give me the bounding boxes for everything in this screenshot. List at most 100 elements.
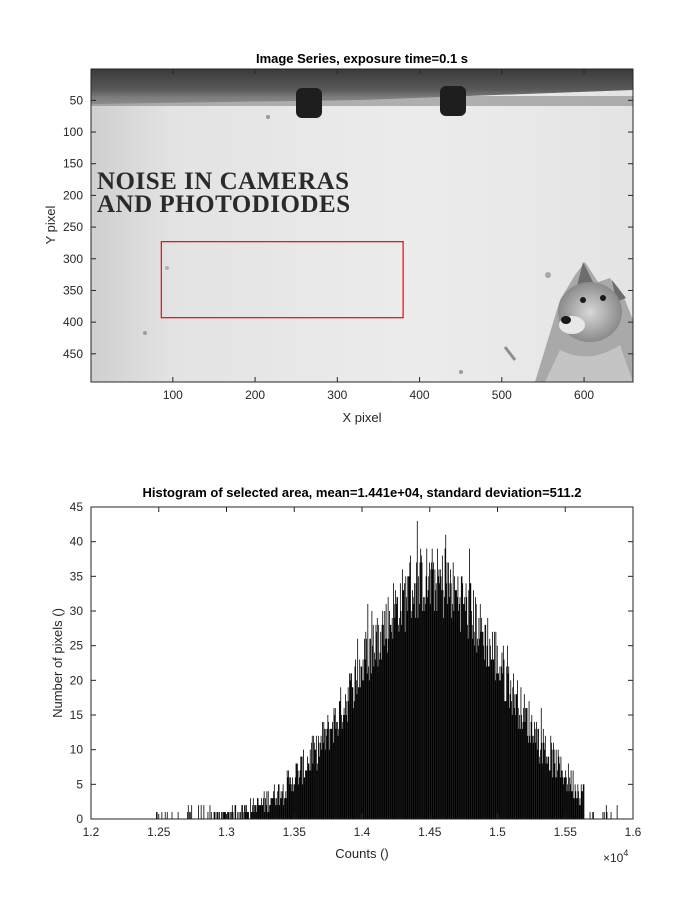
histogram-bar (219, 812, 220, 819)
histogram-bar (502, 645, 504, 819)
histogram-bar (259, 805, 260, 819)
histogram-bar (214, 812, 216, 819)
histogram-bar (298, 777, 300, 819)
histogram-bar (580, 784, 582, 819)
histogram-bar (385, 604, 387, 819)
histogram-bar (511, 715, 513, 819)
histogram-bar (394, 617, 396, 819)
histogram-bar (431, 562, 432, 819)
histogram-bar (334, 715, 336, 819)
histogram-bar (484, 624, 486, 819)
histogram-bar (369, 638, 371, 819)
histogram-bar (265, 805, 267, 819)
histogram-bar (368, 680, 370, 819)
histogram-bar (593, 812, 594, 819)
histogram-bar (543, 742, 545, 819)
histogram-bar (364, 638, 365, 819)
histogram-bar (408, 576, 409, 819)
histogram-bar (292, 791, 294, 819)
histogram-bar (357, 687, 359, 819)
histogram-bar (411, 611, 413, 819)
histogram-bar (466, 597, 468, 819)
histogram-bar (338, 728, 340, 819)
histogram-bar (321, 749, 323, 819)
histogram-bar (290, 784, 292, 819)
histogram-bar (448, 562, 449, 819)
histogram-bar (254, 805, 256, 819)
histogram-bar (351, 673, 352, 819)
histogram-bar (409, 562, 411, 819)
histogram-bar (414, 583, 415, 819)
histogram-bar (550, 735, 552, 819)
histogram-bar (527, 742, 529, 819)
histogram-bar (229, 812, 231, 819)
histogram-bar (530, 721, 532, 819)
histogram-bar (458, 604, 460, 819)
histogram-bar (494, 631, 495, 819)
histogram-bar (490, 659, 492, 819)
histogram-bar (401, 569, 403, 819)
histogram-bar (313, 735, 315, 819)
histogram-bar (377, 666, 379, 819)
histogram-bar (571, 791, 573, 819)
histogram-bar (432, 569, 434, 819)
histogram-bar (282, 784, 284, 819)
histogram-bar (367, 604, 369, 819)
histogram-bar (297, 770, 299, 819)
histogram-bar (273, 791, 275, 819)
histogram-bar (315, 735, 317, 819)
histogram-bar (488, 666, 489, 819)
histogram-bar (347, 687, 349, 819)
histogram-bar (551, 742, 552, 819)
histogram-bar (450, 569, 451, 819)
histogram-bar (331, 728, 333, 819)
histogram-bar (504, 701, 506, 819)
histogram-bar (296, 763, 298, 819)
histogram-bar (493, 659, 495, 819)
histogram-bar (446, 583, 447, 819)
histogram-bar (353, 701, 355, 819)
histogram-bar (450, 583, 452, 819)
histogram-bar (320, 735, 322, 819)
histogram-bar (223, 812, 224, 819)
histogram-bar (447, 604, 449, 819)
histogram-bar (253, 812, 255, 819)
histogram-bar (290, 777, 291, 819)
histogram-bar (506, 645, 508, 819)
histogram-bar (261, 798, 262, 819)
histogram-bar (462, 583, 464, 819)
histogram-bar (294, 784, 296, 819)
histogram-bar (387, 652, 388, 819)
histogram-bar (299, 770, 301, 819)
histogram-bar (286, 798, 287, 819)
histogram-bar (422, 597, 424, 819)
histogram-bar (461, 576, 463, 819)
histogram-bar (389, 624, 391, 819)
histogram-bar (541, 742, 543, 819)
histogram-bar (406, 611, 408, 819)
histogram-bar (483, 659, 485, 819)
histogram-bar (492, 659, 494, 819)
histogram-bar (438, 569, 440, 819)
histogram-bar (574, 784, 576, 819)
histogram-bar (276, 805, 278, 819)
histogram-bar (404, 583, 405, 819)
histogram-bar (527, 735, 529, 819)
histogram-bar (472, 638, 474, 819)
histogram-bar (161, 812, 163, 819)
histogram-bar (221, 812, 222, 819)
image-y-tick-label: 450 (63, 347, 83, 361)
histogram-bar (508, 666, 510, 819)
histogram-bar (402, 590, 404, 819)
histogram-bar (547, 756, 549, 819)
histogram-bar (248, 812, 249, 819)
histogram-bar (337, 735, 339, 819)
histogram-bar (244, 805, 245, 819)
histogram-bar (362, 659, 364, 819)
histogram-bar (257, 798, 259, 819)
histogram-bar (200, 805, 202, 819)
histogram-bar (310, 770, 312, 819)
histogram-bar (395, 604, 397, 819)
histogram-bar (500, 666, 502, 819)
